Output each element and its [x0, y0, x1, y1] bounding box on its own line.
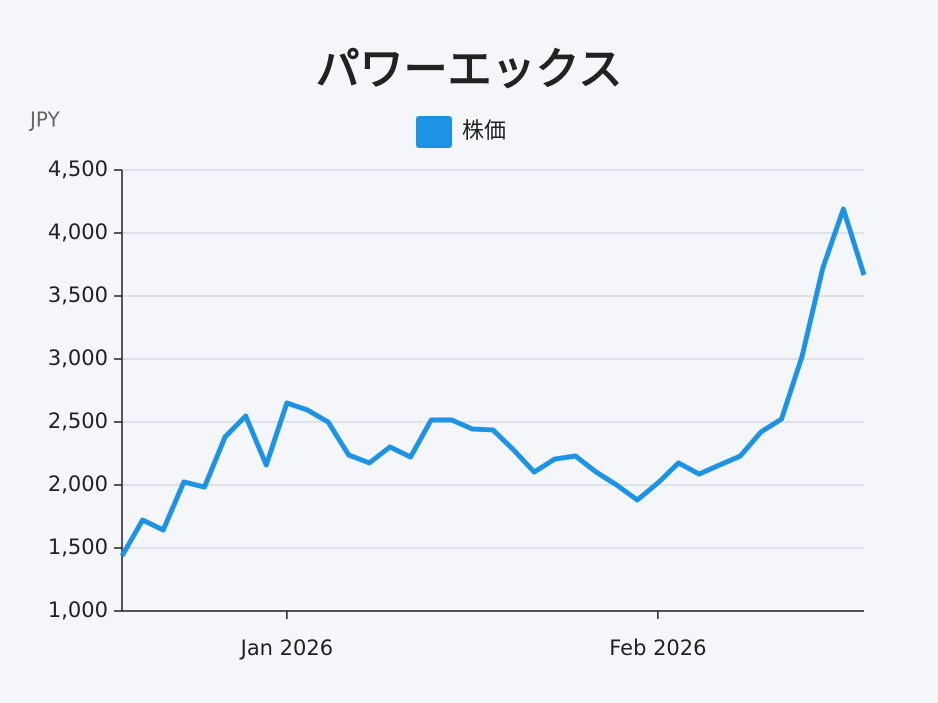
y-tick-label: 3,000 [48, 346, 108, 370]
legend-label: 株価 [462, 119, 506, 144]
y-tick-label: 1,500 [48, 535, 108, 559]
y-tick-label: 2,500 [48, 409, 108, 433]
y-tick-label: 2,000 [48, 472, 108, 496]
legend-swatch [416, 116, 452, 148]
y-tick-label: 3,500 [48, 283, 108, 307]
price-line [119, 206, 867, 558]
y-axis-label: JPY [28, 108, 61, 132]
x-tick-label: Jan 2026 [239, 636, 334, 660]
chart-title: パワーエックス [316, 44, 623, 95]
y-tick-label: 4,000 [48, 220, 108, 244]
x-tick-label: Feb 2026 [609, 636, 706, 660]
y-tick-label: 4,500 [48, 157, 108, 181]
y-tick-label: 1,000 [48, 598, 108, 622]
